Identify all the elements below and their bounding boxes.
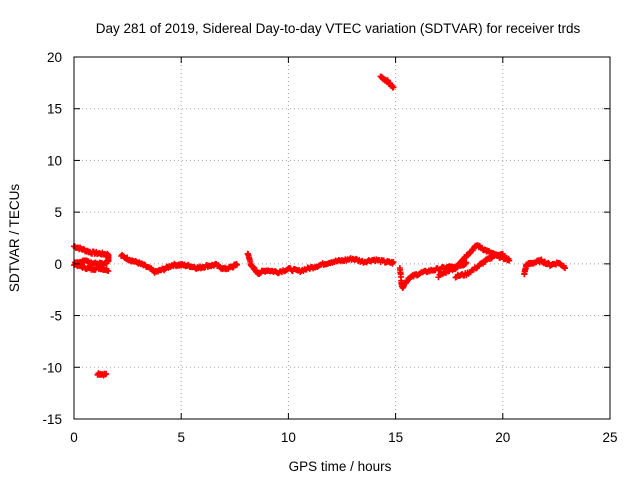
x-tick-label: 5 (177, 430, 185, 445)
data-point (390, 259, 397, 266)
data-point (561, 265, 568, 272)
y-tick-label: 20 (47, 50, 62, 65)
data-point (233, 261, 240, 268)
x-tick-label: 0 (70, 430, 78, 445)
x-tick-label: 10 (281, 430, 296, 445)
x-tick-label: 15 (388, 430, 403, 445)
x-tick-label: 20 (495, 430, 510, 445)
axis-ticks: 0 5 10 15 20 25 -15 -10 -5 0 5 10 15 20 (42, 50, 617, 445)
data-point (103, 370, 110, 377)
y-tick-label: -5 (50, 309, 62, 324)
chart-title: Day 281 of 2019, Sidereal Day-to-day VTE… (96, 21, 581, 36)
y-tick-label: -15 (42, 412, 62, 427)
x-axis-label: GPS time / hours (289, 459, 392, 474)
y-axis-label: SDTVAR / TECUs (7, 184, 22, 293)
data-point (390, 84, 397, 91)
data-point (463, 259, 470, 266)
y-tick-label: 5 (54, 205, 62, 220)
plot-frame (73, 56, 611, 420)
data-point (506, 257, 513, 264)
data-point (499, 250, 506, 257)
y-tick-label: 0 (54, 257, 62, 272)
x-tick-label: 25 (602, 430, 617, 445)
grid-lines (74, 57, 610, 419)
y-tick-label: 15 (47, 102, 62, 117)
data-point (105, 267, 112, 274)
y-tick-label: -10 (42, 360, 62, 375)
data-points (71, 73, 568, 379)
y-tick-label: 10 (47, 153, 62, 168)
